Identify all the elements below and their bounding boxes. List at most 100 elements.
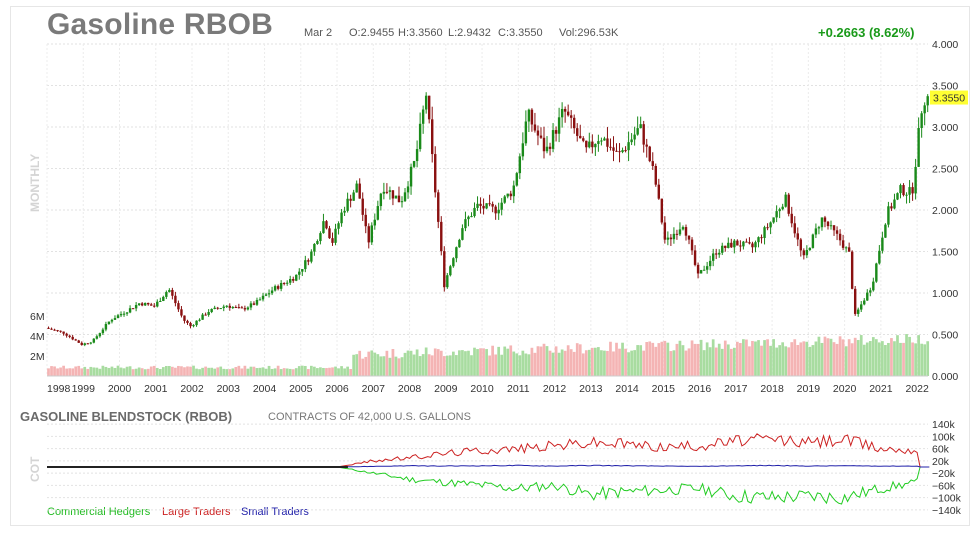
volume-bar xyxy=(288,368,292,376)
candle-body xyxy=(748,242,751,244)
x-tick-label: 2012 xyxy=(543,383,567,395)
candle-body xyxy=(899,185,902,194)
volume-bar xyxy=(630,350,633,376)
volume-bar xyxy=(850,343,854,376)
volume-bar xyxy=(195,368,198,376)
candle-body xyxy=(820,217,824,228)
volume-bar xyxy=(512,351,516,376)
volume-bar xyxy=(859,335,863,376)
volume-bar xyxy=(306,369,310,376)
volume-bar xyxy=(98,368,102,376)
candle-body xyxy=(382,191,386,194)
x-tick-label: 2000 xyxy=(108,383,132,395)
candle-body xyxy=(104,324,108,330)
candle-body xyxy=(844,247,848,249)
candle-body xyxy=(219,308,222,310)
candle-body xyxy=(177,303,180,310)
open-value: O:2.9455 xyxy=(349,27,395,39)
candle-body xyxy=(763,227,766,238)
candle-body xyxy=(612,147,615,151)
volume-bar xyxy=(881,341,884,376)
candle-body xyxy=(440,221,443,252)
volume-bar xyxy=(382,356,386,376)
cot-y-tick: −100k xyxy=(932,493,962,505)
volume-bar xyxy=(829,338,833,376)
candle-body xyxy=(893,199,896,209)
candle-body xyxy=(473,207,476,217)
candle-body xyxy=(292,279,295,281)
candle-body xyxy=(364,214,367,227)
candle-body xyxy=(545,146,549,152)
volume-bar xyxy=(325,368,328,376)
x-tick-label: 1999 xyxy=(72,383,96,395)
candle-body xyxy=(65,333,68,336)
candle-body xyxy=(708,260,712,267)
candle-body xyxy=(609,146,612,148)
volume-bar xyxy=(769,345,772,376)
candle-body xyxy=(427,95,431,120)
candle-body xyxy=(905,194,908,196)
candle-body xyxy=(195,320,198,326)
candle-body xyxy=(388,190,392,192)
volume-bar xyxy=(343,368,346,376)
volume-bar xyxy=(521,350,525,376)
candle-body xyxy=(240,307,244,309)
volume-bar xyxy=(877,342,881,376)
volume-bar xyxy=(702,350,706,376)
last-price-label: 3.3550 xyxy=(933,93,965,105)
volume-bar xyxy=(95,367,99,376)
cot-y-tick: −140k xyxy=(932,505,962,517)
volume-bar xyxy=(491,345,494,376)
volume-bar xyxy=(802,341,806,376)
volume-bar xyxy=(210,367,214,376)
volume-bar xyxy=(297,366,301,376)
volume-bar xyxy=(781,342,785,376)
candle-body xyxy=(663,222,667,240)
x-tick-label: 2006 xyxy=(325,383,349,395)
candle-body xyxy=(527,109,531,122)
volume-bar xyxy=(300,365,304,376)
candle-body xyxy=(485,203,488,209)
candle-body xyxy=(50,328,53,330)
candle-body xyxy=(207,312,210,315)
price-y-tick: 0.500 xyxy=(932,330,958,342)
volume-bar xyxy=(334,366,337,376)
chart-title: Gasoline RBOB xyxy=(47,8,273,41)
volume-bar xyxy=(68,368,72,376)
volume-bar xyxy=(192,365,195,376)
candle-body xyxy=(246,307,250,310)
volume-bar xyxy=(911,342,914,376)
volume-bar xyxy=(240,368,244,376)
volume-bar xyxy=(270,368,274,376)
candle-body xyxy=(131,308,135,310)
volume-bar xyxy=(379,356,383,376)
volume-bar xyxy=(488,355,491,376)
volume-bar xyxy=(65,368,68,376)
volume-bar xyxy=(735,341,739,376)
volume-bar xyxy=(853,337,857,376)
candle-body xyxy=(406,186,410,193)
volume-bar xyxy=(216,367,220,376)
volume-bar xyxy=(394,356,398,376)
candle-body xyxy=(295,274,298,281)
candle-body xyxy=(515,173,519,186)
candle-body xyxy=(213,307,216,309)
candle-body xyxy=(823,217,827,222)
candle-body xyxy=(116,315,120,319)
candle-body xyxy=(742,241,745,247)
volume-bar xyxy=(660,341,664,376)
candle-body xyxy=(231,307,235,309)
candle-body xyxy=(863,300,866,305)
candle-body xyxy=(313,244,316,252)
candle-body xyxy=(497,209,500,214)
volume-bar xyxy=(533,352,537,376)
candle-body xyxy=(373,219,377,226)
candle-body xyxy=(71,336,74,340)
volume-bar xyxy=(464,351,467,376)
candle-body xyxy=(811,234,815,248)
volume-bar xyxy=(868,341,872,376)
candle-body xyxy=(237,307,241,309)
candle-body xyxy=(77,340,80,343)
volume-bar xyxy=(893,341,896,376)
volume-bar xyxy=(337,368,340,376)
